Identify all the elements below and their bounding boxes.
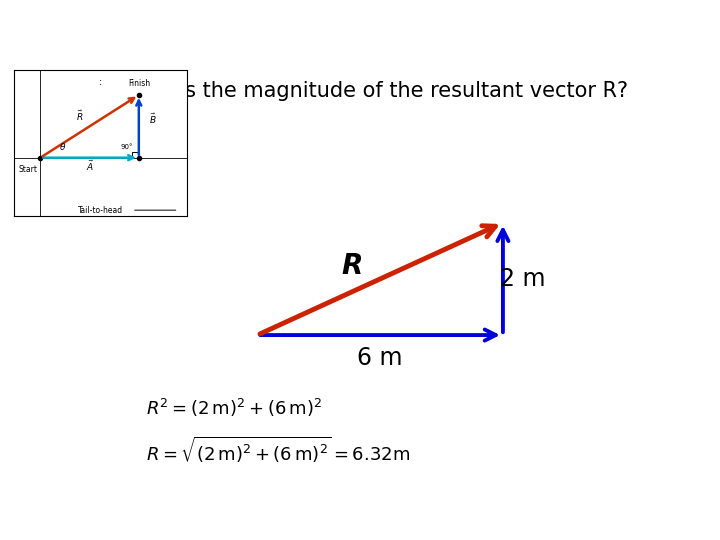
Text: Tail-to-head: Tail-to-head xyxy=(78,206,123,215)
Text: $R = \sqrt{(2\,\mathrm{m})^2 + (6\,\mathrm{m})^2} = 6.32\mathrm{m}$: $R = \sqrt{(2\,\mathrm{m})^2 + (6\,\math… xyxy=(145,434,410,464)
Text: $\theta$: $\theta$ xyxy=(59,141,66,152)
Text: Finish: Finish xyxy=(127,79,150,87)
Text: 90°: 90° xyxy=(120,144,133,150)
Text: 6 m: 6 m xyxy=(357,346,403,370)
Text: $\vec{B}$: $\vec{B}$ xyxy=(149,112,156,126)
Text: :: : xyxy=(99,77,102,87)
Text: $\vec{A}$: $\vec{A}$ xyxy=(86,159,94,173)
Text: Start: Start xyxy=(19,165,37,174)
Text: $\vec{R}$: $\vec{R}$ xyxy=(76,109,84,123)
Text: $R^2 = (2\,\mathrm{m})^2 + (6\,\mathrm{m})^2$: $R^2 = (2\,\mathrm{m})^2 + (6\,\mathrm{m… xyxy=(145,397,322,419)
Text: 2 m: 2 m xyxy=(500,267,545,291)
Text: What is the magnitude of the resultant vector R?: What is the magnitude of the resultant v… xyxy=(118,82,628,102)
Text: R: R xyxy=(341,253,363,280)
